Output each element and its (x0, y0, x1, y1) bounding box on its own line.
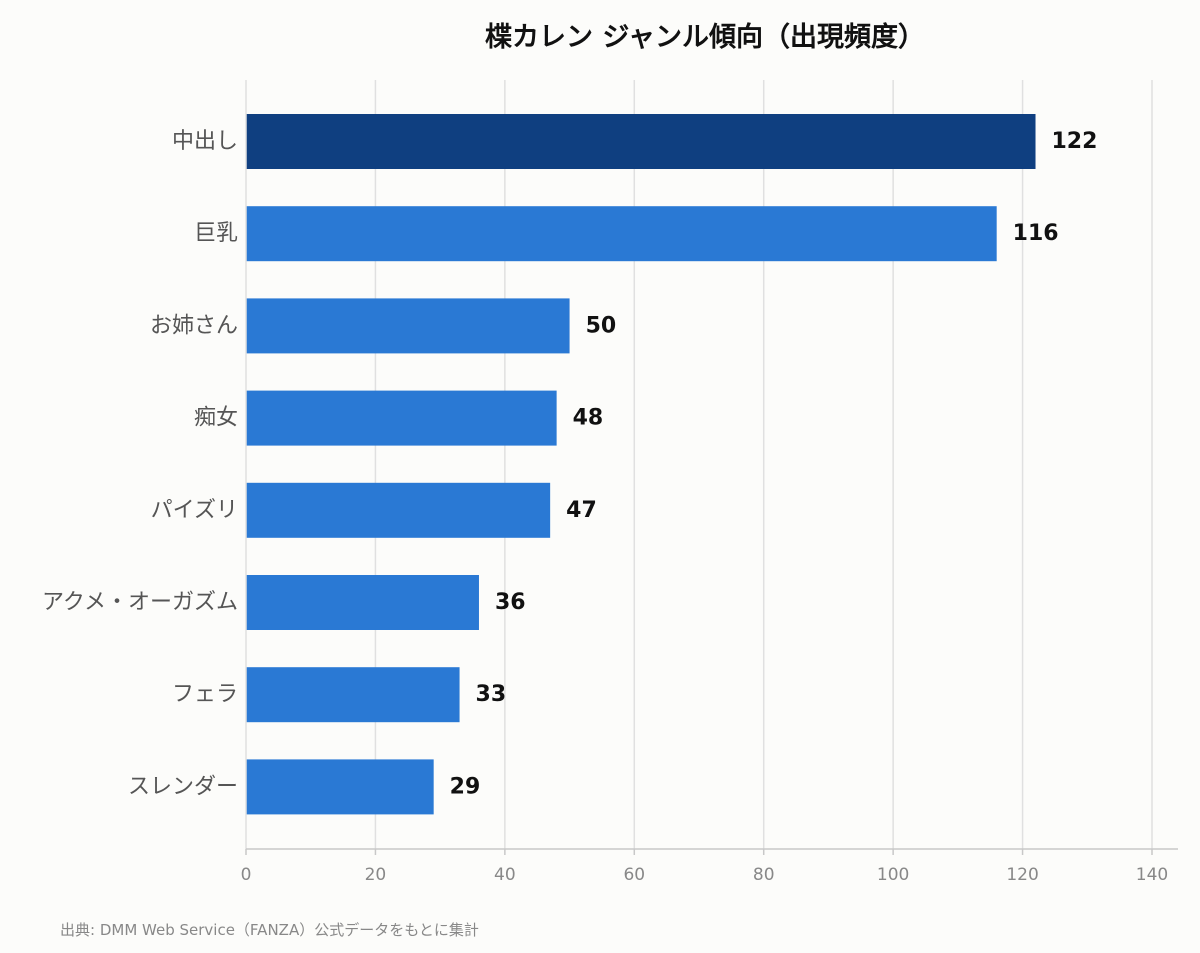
x-tick-label-100: 100 (877, 865, 909, 885)
category-label-5: パイズリ (151, 498, 238, 523)
value-label-8: 29 (450, 774, 481, 799)
category-label-2: 巨乳 (194, 221, 238, 246)
bar-5 (246, 482, 551, 538)
x-tick-label-140: 140 (1136, 865, 1168, 885)
x-tick-label-60: 60 (623, 865, 645, 885)
x-tick-label-120: 120 (1006, 865, 1038, 885)
value-label-5: 47 (566, 498, 597, 523)
bar-4 (246, 390, 557, 446)
source-note: 出典: DMM Web Service（FANZA）公式データをもとに集計 (60, 921, 479, 939)
bar-6 (246, 575, 479, 630)
chart-title: 楪カレン ジャンル傾向（出現頻度） (485, 21, 925, 53)
category-label-3: お姉さん (150, 313, 238, 338)
x-tick-label-0: 0 (241, 865, 252, 885)
bar-8 (246, 759, 434, 815)
category-label-6: アクメ・オーガズム (42, 590, 238, 615)
bar-2 (246, 206, 997, 262)
x-tick-label-20: 20 (365, 865, 387, 885)
value-label-7: 33 (476, 682, 507, 707)
bar-1 (246, 114, 1036, 169)
bars (246, 114, 1036, 815)
value-label-2: 116 (1013, 221, 1059, 246)
bar-3 (246, 298, 570, 354)
category-label-1: 中出し (172, 129, 238, 154)
x-tick-label-80: 80 (753, 865, 775, 885)
value-label-1: 122 (1052, 129, 1098, 154)
category-label-8: スレンダー (128, 774, 238, 799)
x-axis: 0 20 40 60 80 100 120 140 (241, 80, 1178, 885)
value-labels: 122 116 50 48 47 36 33 29 (450, 129, 1098, 799)
value-label-3: 50 (586, 313, 617, 338)
value-label-6: 36 (495, 590, 526, 615)
x-tick-label-40: 40 (494, 865, 516, 885)
category-label-7: フェラ (172, 682, 238, 707)
category-label-4: 痴女 (194, 406, 238, 431)
bar-7 (246, 667, 460, 723)
gridlines (374, 80, 1153, 849)
value-label-4: 48 (573, 406, 604, 431)
